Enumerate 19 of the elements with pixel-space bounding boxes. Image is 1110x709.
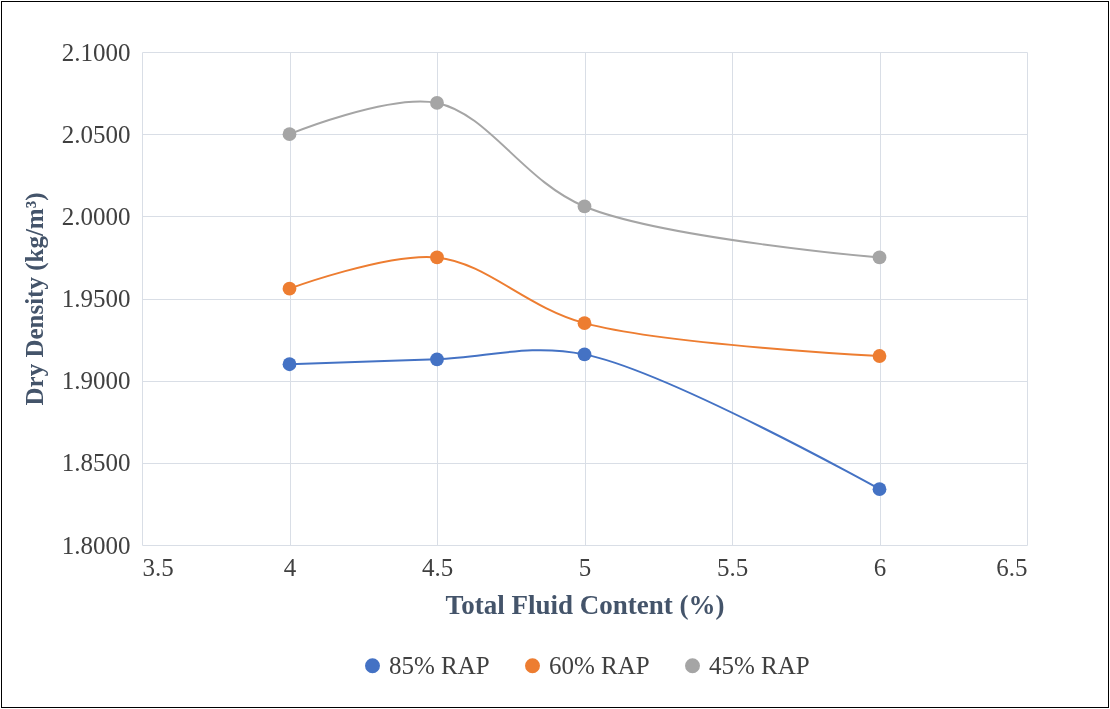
legend-label: 45% RAP (709, 651, 810, 679)
x-tick-label: 6.5 (996, 553, 1028, 581)
legend-label: 85% RAP (389, 651, 490, 679)
y-tick-label: 2.1000 (61, 38, 131, 66)
x-tick-label: 5 (578, 553, 592, 581)
y-tick-label: 1.9500 (61, 285, 131, 312)
x-tick-label: 4 (283, 553, 297, 581)
y-tick-label: 1.8500 (61, 449, 131, 477)
x-tick-label: 3.5 (142, 553, 174, 581)
x-tick-label: 6 (873, 553, 887, 581)
y-tick-label: 1.9000 (61, 367, 131, 395)
y-axis-title: Dry Density (kg/m³) (20, 192, 49, 406)
y-tick-label: 1.8000 (61, 531, 131, 559)
y-tick-label: 2.0000 (61, 202, 131, 230)
y-tick-label: 2.0500 (61, 120, 131, 148)
x-tick-label: 5.5 (716, 553, 749, 581)
x-axis-title: Total Fluid Content (%) (445, 589, 725, 620)
x-tick-label: 4.5 (421, 553, 454, 581)
legend-label: 60% RAP (549, 651, 650, 679)
